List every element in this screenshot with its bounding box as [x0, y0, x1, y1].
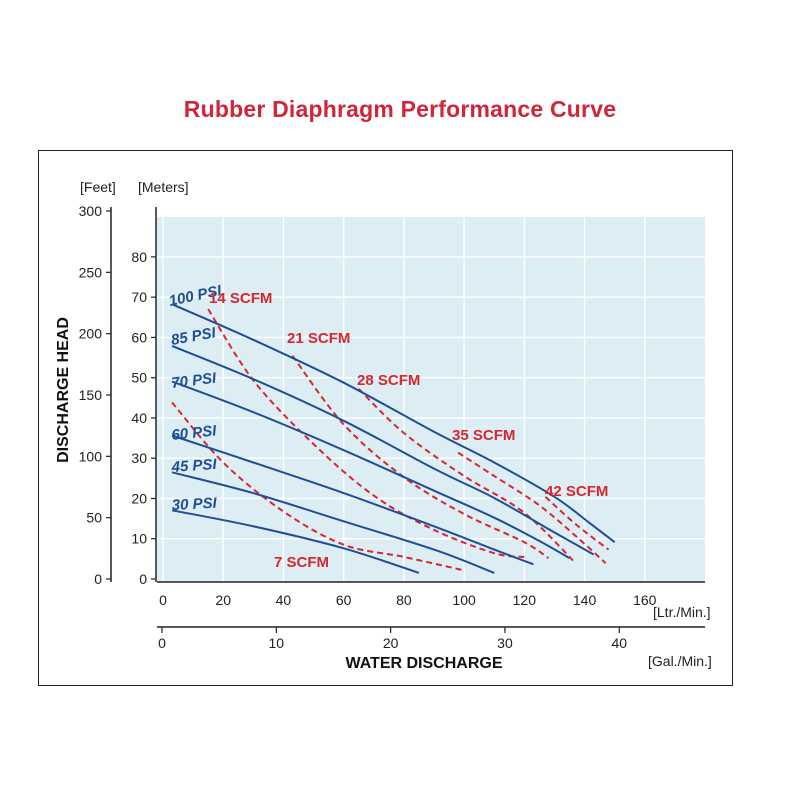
scfm-curve-7	[171, 401, 465, 572]
x-axis-title: WATER DISCHARGE	[345, 655, 502, 672]
psi-curve-60	[171, 434, 534, 566]
psi-curve-100	[171, 303, 616, 543]
scfm-label: 7 SCFM	[274, 554, 329, 571]
y-meters-tick-label: 80	[131, 249, 147, 265]
y-feet-tick-label: 50	[86, 510, 102, 526]
x-ltr-tick-label: 0	[159, 592, 167, 608]
x-ltr-unit: [Ltr./Min.]	[653, 604, 711, 620]
y-meters-unit: [Meters]	[138, 179, 189, 195]
y-axis-title: DISCHARGE HEAD	[55, 317, 72, 463]
psi-label: 30 PSI	[171, 495, 218, 514]
scfm-curve-14	[207, 308, 525, 558]
y-meters-tick-label: 60	[131, 329, 147, 345]
y-feet-tick-label: 150	[79, 387, 103, 403]
x-gal-tick-label: 20	[383, 635, 399, 651]
x-ltr-tick-label: 40	[276, 592, 292, 608]
psi-curve-85	[171, 344, 595, 556]
y-meters-tick-label: 10	[131, 531, 147, 547]
y-meters-tick-label: 20	[131, 490, 147, 506]
scfm-label: 28 SCFM	[357, 372, 420, 389]
chart-title: Rubber Diaphragm Performance Curve	[183, 96, 617, 122]
psi-curve-30	[171, 509, 420, 574]
curves	[171, 303, 616, 574]
scfm-label: 35 SCFM	[452, 427, 515, 444]
scfm-label: 42 SCFM	[545, 483, 608, 500]
x-gal-tick-label: 10	[269, 635, 285, 651]
chart-frame	[38, 150, 733, 686]
y-feet-tick-label: 200	[79, 326, 103, 342]
x-ltr-tick-label: 160	[633, 592, 657, 608]
psi-label: 45 PSI	[170, 456, 218, 476]
x-ltr-tick-label: 60	[336, 592, 352, 608]
y-feet-tick-label: 250	[79, 264, 103, 280]
y-feet-tick-label: 300	[79, 203, 103, 219]
x-gal-unit: [Gal./Min.]	[648, 653, 712, 669]
scfm-label: 14 SCFM	[209, 290, 272, 307]
y-feet-unit: [Feet]	[80, 179, 116, 195]
y-feet-tick-label: 0	[94, 571, 102, 587]
x-gal-tick-label: 0	[158, 635, 166, 651]
psi-curve-45	[171, 471, 495, 574]
psi-label: 60 PSI	[171, 422, 218, 444]
scfm-curve-28	[358, 388, 577, 564]
scfm-curve-35	[457, 451, 607, 564]
x-ltr-tick-label: 80	[396, 592, 412, 608]
x-ltr-tick-label: 20	[215, 592, 231, 608]
y-meters-tick-label: 70	[131, 289, 147, 305]
scfm-label: 21 SCFM	[287, 330, 350, 347]
scfm-curve-21	[291, 355, 549, 559]
x-ltr-tick-label: 120	[513, 592, 537, 608]
scfm-curve-42	[544, 496, 610, 551]
y-meters-tick-label: 30	[131, 450, 147, 466]
x-gal-tick-label: 40	[611, 635, 627, 651]
y-meters-tick-label: 50	[131, 370, 147, 386]
psi-curve-70	[171, 380, 570, 559]
y-feet-tick-label: 100	[79, 448, 103, 464]
plot-area	[157, 217, 705, 582]
y-meters-tick-label: 40	[131, 410, 147, 426]
x-ltr-tick-label: 140	[573, 592, 597, 608]
x-ltr-tick-label: 100	[452, 592, 476, 608]
y-meters-tick-label: 0	[139, 571, 147, 587]
x-gal-tick-label: 30	[497, 635, 513, 651]
psi-label: 70 PSI	[170, 370, 218, 392]
